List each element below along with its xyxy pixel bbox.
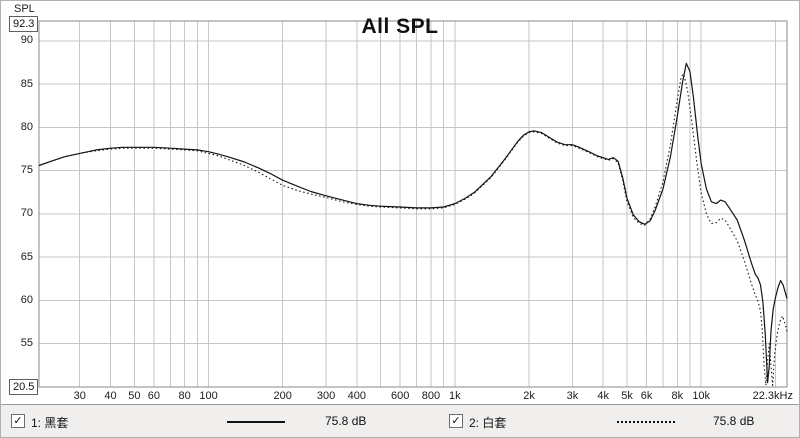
x-tick-label: 10k: [692, 390, 711, 402]
y-tick-label: 85: [20, 77, 33, 90]
x-tick-label: 6k: [640, 390, 653, 402]
y-axis-max-value-box: 92.3: [9, 16, 39, 32]
x-tick-label: 800: [421, 390, 441, 402]
x-tick-label: 5k: [621, 390, 633, 402]
y-tick-label: 70: [20, 207, 33, 220]
legend-checkbox-2[interactable]: ✓: [449, 414, 463, 428]
y-tick-label: 55: [20, 337, 33, 350]
x-tick-label: 300: [316, 390, 336, 402]
x-tick-label: 400: [347, 390, 367, 402]
check-icon: ✓: [451, 415, 461, 427]
x-tick-label: 50: [128, 390, 141, 402]
curve-dotted: [38, 73, 788, 386]
y-tick-label: 75: [20, 164, 33, 177]
chart-title: All SPL: [361, 15, 439, 38]
legend-level-1: 75.8 dB: [325, 414, 367, 428]
x-axis-min-value-box: 20.5: [9, 379, 39, 395]
x-tick-label: 30: [73, 390, 86, 402]
x-tick-label: 4k: [597, 390, 609, 402]
legend-line-sample-solid: [227, 421, 285, 423]
x-tick-label: 200: [273, 390, 292, 402]
y-tick-label: 60: [20, 293, 33, 306]
y-tick-label: 80: [20, 120, 33, 133]
x-tick-label: 1k: [449, 390, 461, 402]
curve-solid: [38, 62, 788, 384]
x-tick-label: 3k: [566, 390, 579, 402]
x-tick-label: 8k: [671, 390, 684, 402]
x-axis-max-label: 22.3kHz: [752, 390, 793, 402]
legend-label-1[interactable]: 1: 黑套: [31, 416, 69, 430]
legend-bar: ✓ 1: 黑套 75.8 dB ✓ 2: 白套 75.8 dB: [1, 404, 799, 437]
check-icon: ✓: [13, 415, 23, 427]
x-tick-label: 80: [178, 390, 191, 402]
x-tick-label: 60: [147, 390, 160, 402]
y-tick-label: 90: [20, 34, 33, 47]
legend-line-sample-dotted: [617, 421, 675, 423]
x-tick-label: 600: [391, 390, 410, 402]
x-tick-label: 40: [104, 390, 117, 402]
x-tick-label: 2k: [523, 390, 535, 402]
legend-level-2: 75.8 dB: [713, 414, 755, 428]
y-axis-unit-label: SPL: [14, 3, 35, 15]
y-tick-label: 65: [20, 250, 33, 263]
legend-label-2[interactable]: 2: 白套: [469, 416, 507, 430]
legend-checkbox-1[interactable]: ✓: [11, 414, 25, 428]
x-tick-label: 100: [199, 390, 218, 402]
